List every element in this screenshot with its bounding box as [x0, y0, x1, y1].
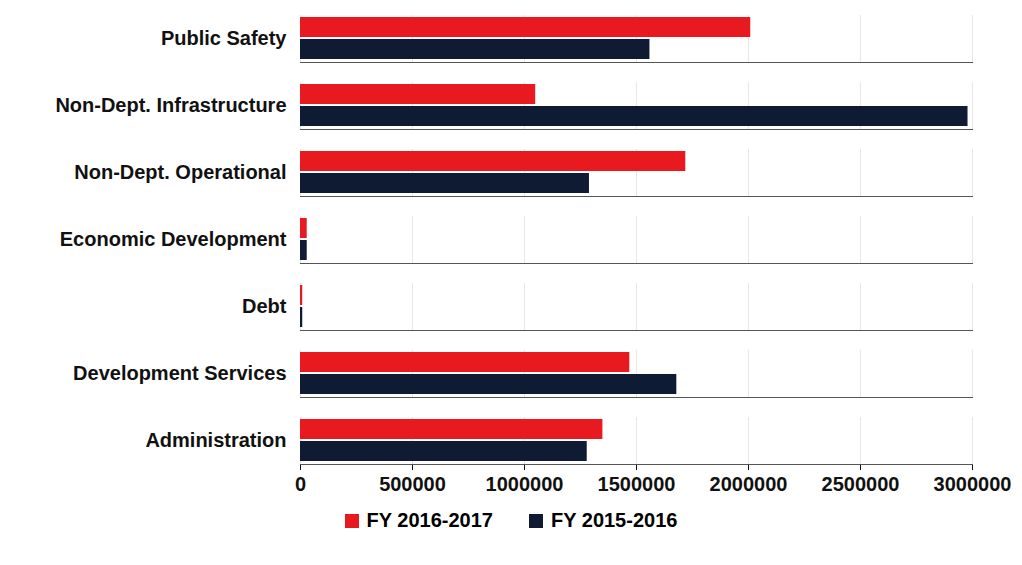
- svg-text:Administration: Administration: [145, 429, 286, 451]
- svg-text:3000000: 3000000: [934, 473, 1012, 495]
- html-text:FY 2015-2016: FY 2015-2016: [551, 509, 678, 531]
- svg-text:Non-Dept. Operational: Non-Dept. Operational: [74, 161, 286, 183]
- svg-text:Economic Development: Economic Development: [60, 228, 287, 250]
- svg-text:Public Safety: Public Safety: [161, 27, 287, 49]
- svg-text:Development Services: Development Services: [73, 362, 286, 384]
- svg-text:Debt: Debt: [242, 295, 287, 317]
- html-text:FY 2016-2017: FY 2016-2017: [366, 509, 493, 531]
- svg-text:Non-Dept. Infrastructure: Non-Dept. Infrastructure: [55, 94, 286, 116]
- svg-text:500000: 500000: [379, 473, 446, 495]
- svg-text:0: 0: [295, 473, 306, 495]
- svg-text:1000000: 1000000: [486, 473, 564, 495]
- svg-text:2000000: 2000000: [710, 473, 788, 495]
- svg-text:1500000: 1500000: [598, 473, 676, 495]
- svg-text:2500000: 2500000: [822, 473, 900, 495]
